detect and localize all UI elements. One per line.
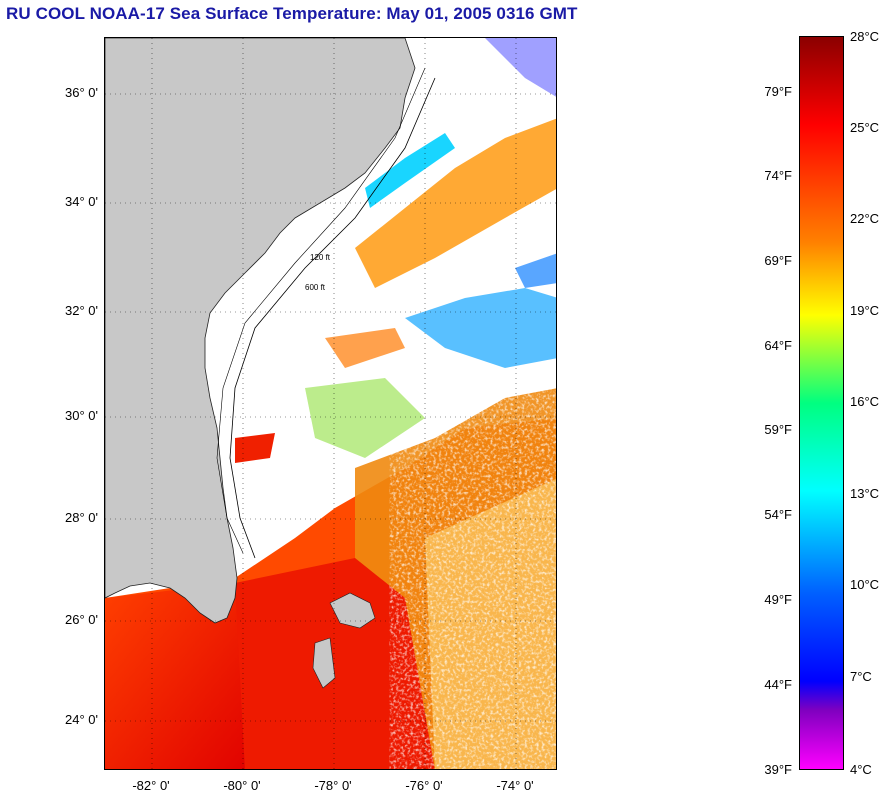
colorbar-c-label: 25°C bbox=[850, 120, 880, 135]
colorbar-c-label: 10°C bbox=[850, 577, 880, 592]
colorbar-f-label: 44°F bbox=[764, 677, 792, 692]
cloud-speckle bbox=[405, 418, 556, 769]
cool-shelf-water bbox=[365, 133, 455, 208]
colorbar-f-label: 39°F bbox=[764, 762, 792, 777]
colorbar-f-label: 59°F bbox=[764, 422, 792, 437]
mixed-water-region bbox=[305, 378, 425, 458]
cool-eddy-region bbox=[405, 288, 556, 368]
lat-label: 32° 0' bbox=[65, 303, 98, 318]
temperature-colorbar bbox=[799, 36, 844, 770]
colorbar-c-label: 28°C bbox=[850, 29, 880, 44]
lat-label: 34° 0' bbox=[65, 194, 98, 209]
warm-filament bbox=[235, 433, 275, 463]
lat-label: 36° 0' bbox=[65, 85, 98, 100]
lon-label: -78° 0' bbox=[314, 778, 352, 793]
colorbar-c-label: 19°C bbox=[850, 303, 880, 318]
colorbar-c-label: 22°C bbox=[850, 211, 880, 226]
contour-label-120: 120 ft bbox=[310, 253, 331, 262]
lat-label: 28° 0' bbox=[65, 510, 98, 525]
bahamas-island bbox=[329, 592, 376, 629]
warm-patch bbox=[325, 328, 405, 368]
colorbar-c-label: 7°C bbox=[850, 669, 872, 684]
florida-straits-region bbox=[235, 558, 435, 769]
colorbar-f-label: 69°F bbox=[764, 253, 792, 268]
sst-map[interactable]: 120 ft 600 ft bbox=[104, 37, 557, 770]
contour-600ft bbox=[229, 77, 436, 559]
lat-label: 30° 0' bbox=[65, 408, 98, 423]
lon-label: -76° 0' bbox=[405, 778, 443, 793]
colorbar-c-label: 13°C bbox=[850, 486, 880, 501]
gulf-stream-band bbox=[355, 118, 556, 288]
page-title: RU COOL NOAA-17 Sea Surface Temperature:… bbox=[6, 4, 578, 23]
colorbar-f-label: 54°F bbox=[764, 507, 792, 522]
colorbar-f-label: 64°F bbox=[764, 338, 792, 353]
sst-map-canvas: 120 ft 600 ft bbox=[105, 38, 556, 769]
lat-label: 26° 0' bbox=[65, 612, 98, 627]
colorbar-f-label: 49°F bbox=[764, 592, 792, 607]
lon-label: -82° 0' bbox=[132, 778, 170, 793]
cool-patch bbox=[515, 253, 556, 288]
graticule bbox=[105, 38, 556, 769]
colorbar-c-label: 16°C bbox=[850, 394, 880, 409]
lon-label: -74° 0' bbox=[496, 778, 534, 793]
lon-label: -80° 0' bbox=[223, 778, 261, 793]
contour-label-600: 600 ft bbox=[305, 283, 326, 292]
northern-cool-patch bbox=[485, 38, 556, 97]
andros-island bbox=[312, 637, 336, 689]
gulf-of-mexico-region bbox=[105, 583, 255, 769]
colorbar-f-label: 79°F bbox=[764, 84, 792, 99]
colorbar-c-label: 4°C bbox=[850, 762, 872, 777]
land-southeast-us bbox=[105, 38, 416, 624]
lat-label: 24° 0' bbox=[65, 712, 98, 727]
colorbar-f-label: 74°F bbox=[764, 168, 792, 183]
contour-120ft bbox=[216, 67, 426, 554]
